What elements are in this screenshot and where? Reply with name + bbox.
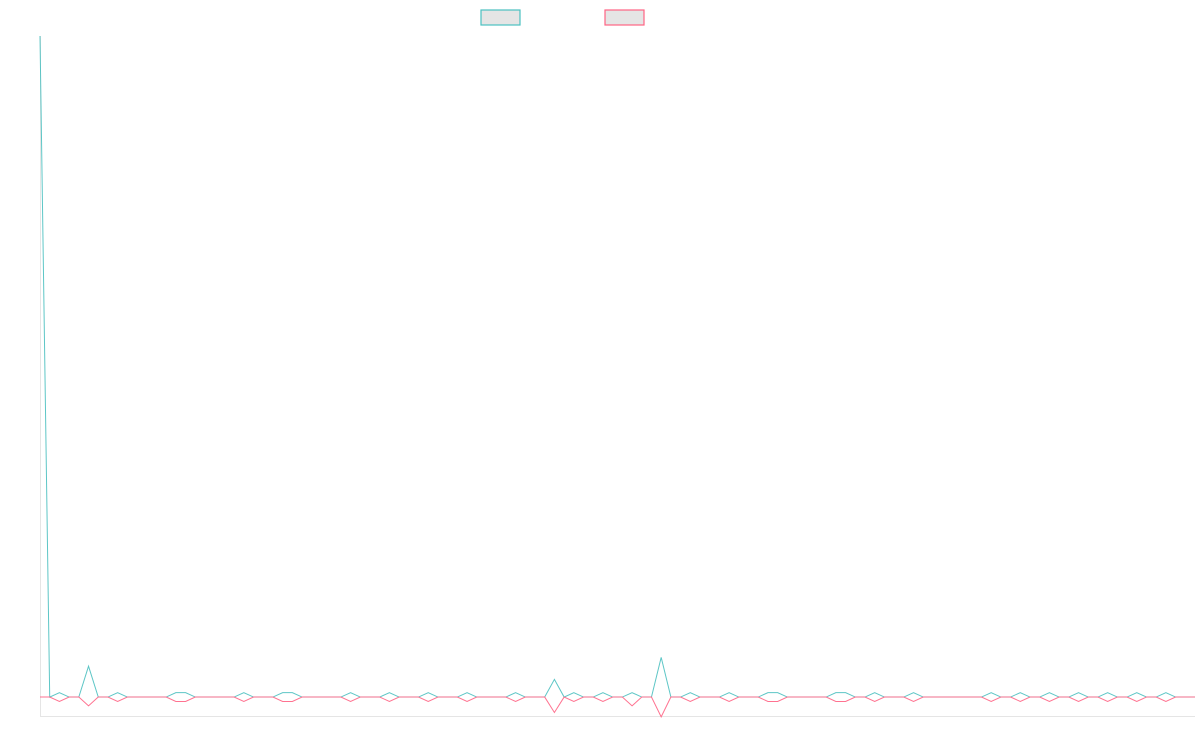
series-line-1 xyxy=(39,35,1195,698)
series-line-2 xyxy=(40,696,1195,719)
series-group xyxy=(39,35,1195,719)
legend-swatch-2[interactable] xyxy=(604,9,645,26)
legend-swatch-1[interactable] xyxy=(480,9,521,26)
legend xyxy=(480,9,645,26)
